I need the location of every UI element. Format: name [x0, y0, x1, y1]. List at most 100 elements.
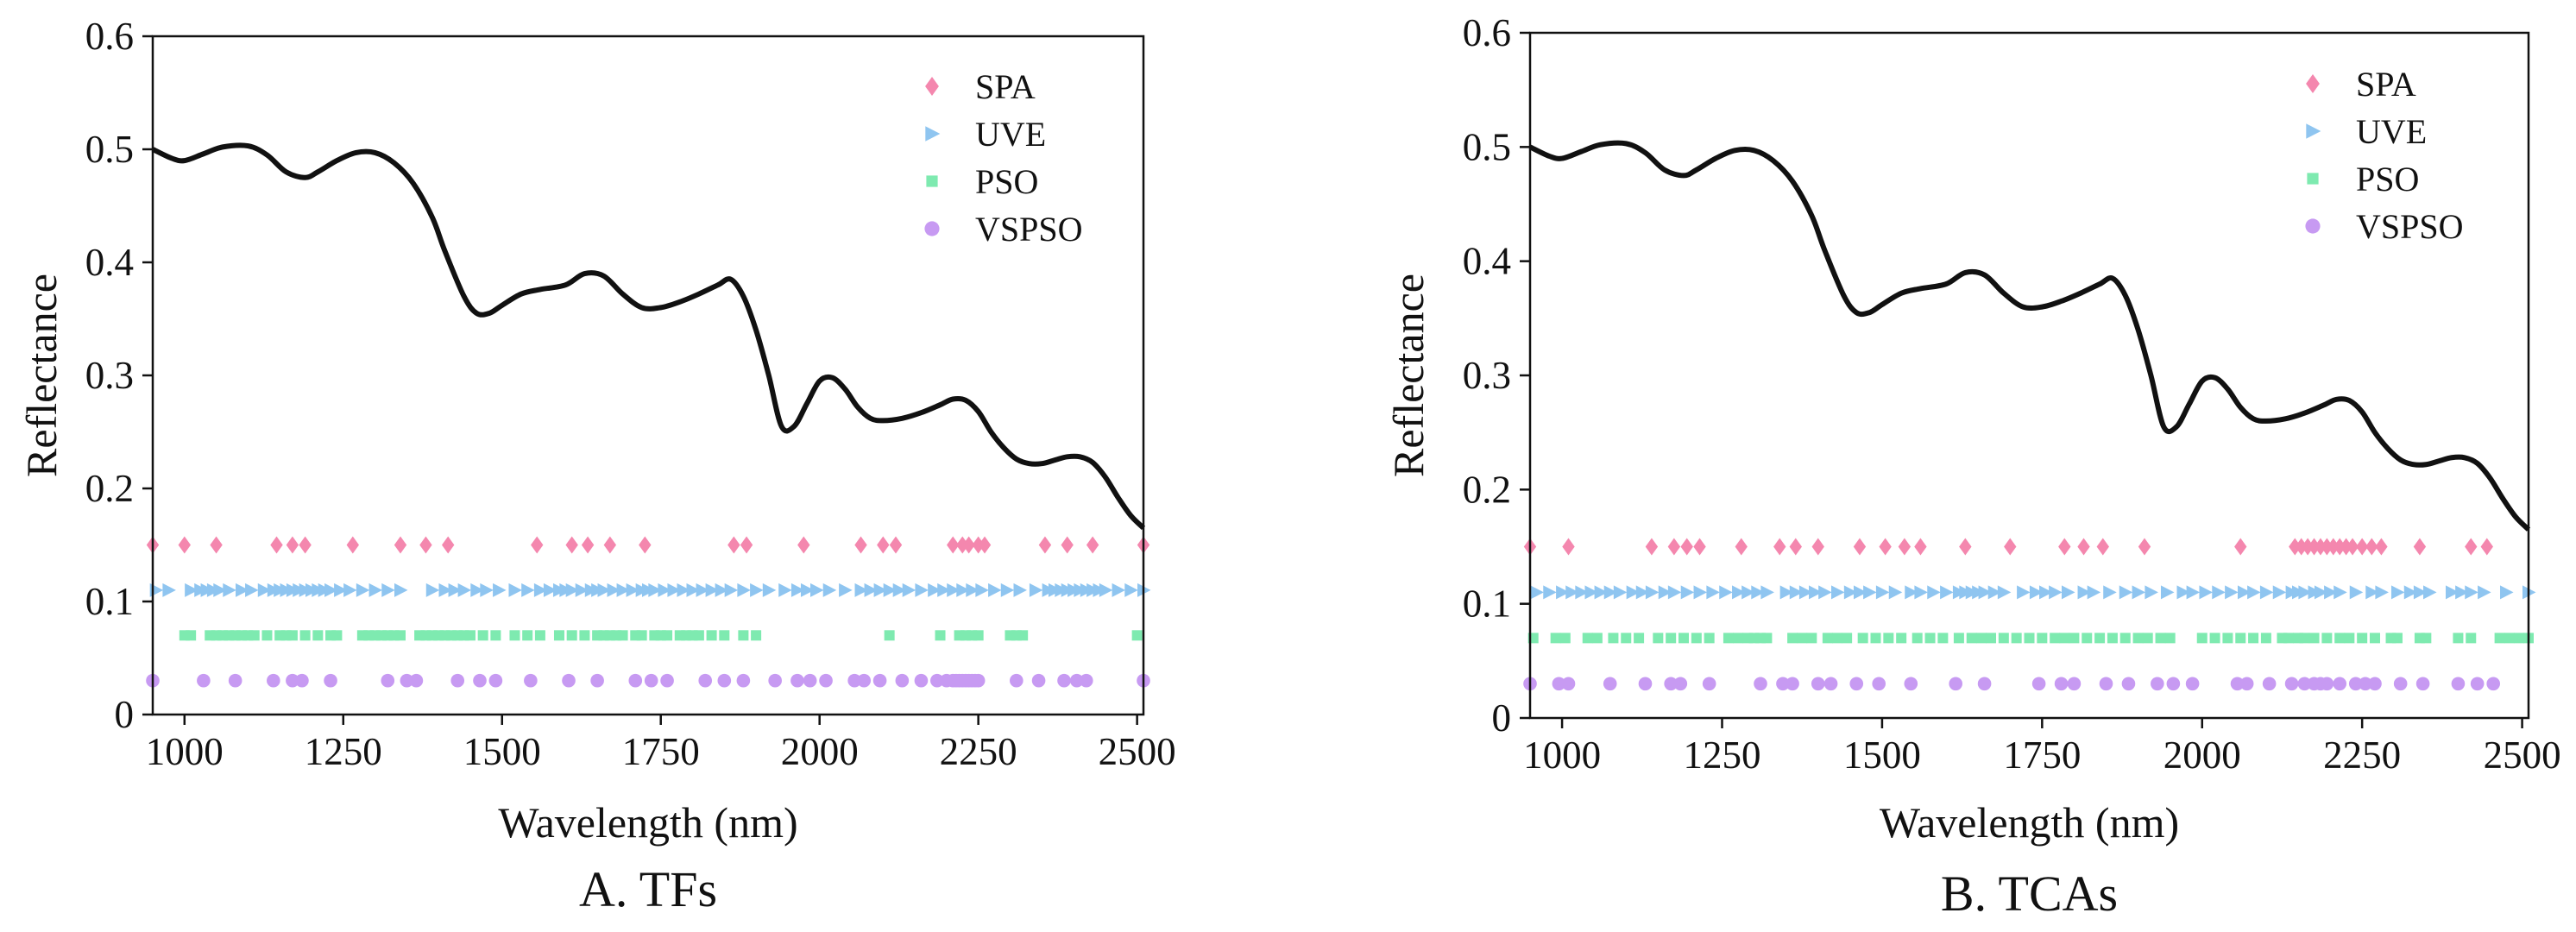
marker-pso-point [884, 630, 895, 641]
marker-spa-point [1853, 538, 1867, 556]
x-axis-label: Wavelength (nm) [1880, 798, 2179, 847]
marker-uve-point [1843, 585, 1858, 600]
marker-pso-point [1550, 633, 1561, 644]
y-tick-label: 0.1 [85, 580, 134, 623]
marker-vspso-point [660, 673, 674, 688]
marker-uve-point [2132, 585, 2146, 600]
marker-uve-point [1556, 585, 1570, 600]
y-tick-label: 0.5 [1463, 125, 1511, 168]
marker-uve-point [937, 582, 951, 597]
marker-pso-point [1998, 633, 2009, 644]
marker-vspso-point [698, 673, 713, 688]
marker-spa-point [581, 536, 595, 554]
marker-spa-point [2096, 538, 2109, 556]
marker-vspso-point [2262, 677, 2277, 691]
marker-vspso-point [2320, 677, 2334, 691]
marker-vspso-point [1823, 677, 1838, 691]
marker-pso-point [719, 630, 730, 641]
marker-uve-point [2199, 585, 2213, 600]
marker-pso-point [1723, 633, 1734, 644]
marker-spa-point [2321, 538, 2334, 556]
x-tick-label: 1750 [622, 730, 700, 773]
x-tick-label: 2500 [1099, 730, 1176, 773]
marker-pso-point [2235, 633, 2246, 644]
marker-pso-point [553, 630, 564, 641]
marker-uve-point [883, 582, 898, 597]
marker-uve-point [737, 582, 751, 597]
marker-uve-point [928, 582, 942, 597]
marker-vspso-point [286, 673, 299, 688]
marker-uve-point [575, 582, 589, 597]
marker-uve-point [1099, 582, 1113, 597]
marker-pso-point [1653, 633, 1664, 644]
marker-spa-point [1667, 538, 1681, 556]
marker-vspso-point [197, 673, 211, 688]
legend-label: UVE [2356, 112, 2427, 151]
marker-pso-point [566, 630, 577, 641]
marker-vspso-point [324, 673, 337, 688]
marker-uve-point [2247, 585, 2261, 600]
marker-vspso-point [2415, 677, 2430, 691]
marker-uve-point [1530, 585, 1544, 600]
panel-tfs: 0 0.1 0.2 0.3 0.4 0.5 0.6 1000 1250 1500 1750 2000… [17, 15, 1176, 917]
x-axis-ticks: 1000 1250 1500 1750 2000 2250 2500 [146, 715, 1176, 773]
marker-uve-point [1863, 585, 1877, 600]
marker-vspso-point [2368, 677, 2382, 691]
legend: SPA UVE PSO VSPSO [924, 67, 1083, 249]
marker-pso-point [1559, 633, 1571, 644]
marker-uve-point [543, 582, 557, 597]
marker-pso-point [1912, 633, 1923, 644]
marker-uve-point [2455, 585, 2469, 600]
marker-uve-point [1732, 585, 1746, 600]
marker-uve-point [956, 582, 970, 597]
marker-uve-point [2145, 585, 2158, 600]
marker-pso-point [693, 630, 704, 641]
marker-uve-point [245, 582, 259, 597]
marker-pso-point [1761, 633, 1773, 644]
marker-uve-point [1905, 585, 1918, 600]
marker-uve-point [1719, 585, 1733, 600]
marker-spa-point [2301, 538, 2315, 556]
legend-marker-vspso [2305, 218, 2321, 234]
series-spa [146, 536, 1150, 554]
marker-pso-point [2119, 633, 2131, 644]
marker-vspso-point [1603, 677, 1617, 691]
x-tick-label: 2250 [2323, 734, 2401, 777]
y-tick-label: 0 [1492, 696, 1512, 740]
legend-marker-pso [926, 175, 938, 187]
marker-uve-point [800, 582, 815, 597]
marker-pso-point [1131, 630, 1143, 641]
legend-item-vspso: VSPSO [924, 210, 1083, 249]
marker-spa-point [1562, 538, 1575, 556]
marker-uve-point [1779, 585, 1794, 600]
marker-pso-point [2222, 633, 2233, 644]
marker-pso-point [2164, 633, 2176, 644]
marker-vspso-point [803, 673, 817, 688]
marker-uve-point [947, 582, 960, 597]
series-uve [1530, 585, 2536, 600]
marker-uve-point [2375, 585, 2389, 600]
marker-uve-point [1853, 585, 1867, 600]
marker-uve-point [324, 582, 338, 597]
marker-uve-point [822, 582, 837, 597]
marker-pso-point [2059, 633, 2070, 644]
y-tick-label: 0.6 [85, 15, 134, 58]
marker-spa-point [972, 536, 985, 554]
legend-label: UVE [975, 115, 1046, 154]
marker-vspso-point [717, 673, 732, 688]
marker-vspso-point [857, 673, 872, 688]
marker-uve-point [448, 582, 463, 597]
series-spa [1523, 538, 2493, 556]
marker-pso-point [2504, 633, 2515, 644]
marker-uve-point [1603, 585, 1618, 600]
marker-uve-point [2413, 585, 2428, 600]
marker-pso-point [706, 630, 717, 641]
series-pso [1527, 633, 2534, 644]
marker-uve-point [705, 582, 720, 597]
marker-vspso-point [2359, 677, 2372, 691]
marker-vspso-point [450, 673, 465, 688]
marker-spa-point [947, 536, 960, 554]
marker-spa-point [2355, 538, 2369, 556]
marker-uve-point [1124, 582, 1138, 597]
marker-pso-point [662, 630, 673, 641]
